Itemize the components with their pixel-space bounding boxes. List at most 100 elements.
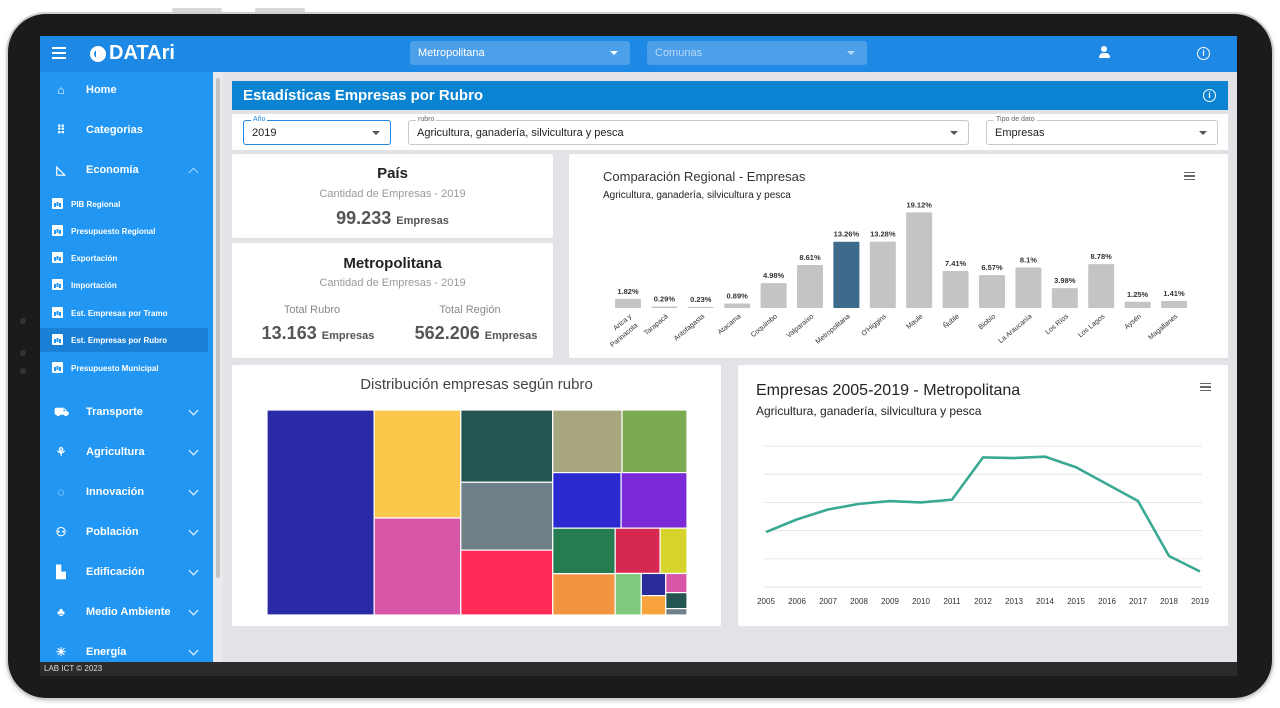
treemap-cell[interactable] — [373, 517, 462, 616]
region-total-value: 562.206 Empresas — [396, 323, 556, 344]
sidebar-item-poblacion[interactable]: ⚇ Población — [40, 514, 213, 550]
data-type-select-value: Empresas — [995, 127, 1045, 139]
region-total-unit: Empresas — [484, 330, 538, 342]
treemap-cell[interactable] — [552, 472, 622, 529]
bar-chart-subtitle: Agricultura, ganadería, silvicultura y p… — [603, 190, 791, 201]
x-tick-label: 2017 — [1129, 597, 1147, 606]
bar[interactable] — [833, 241, 860, 308]
x-tick-label: Coquimbo — [750, 313, 779, 339]
rubro-total-number: 13.163 — [261, 323, 317, 343]
sidebar-subitem-label: Presupuesto Municipal — [71, 364, 159, 373]
bar-data-label: 0.29% — [654, 295, 676, 304]
series-line[interactable] — [765, 455, 1201, 573]
treemap-cell[interactable] — [659, 527, 688, 575]
treemap-cell[interactable] — [665, 608, 688, 616]
people-icon: ⚇ — [55, 525, 67, 539]
rubro-select-value: Agricultura, ganadería, silvicultura y p… — [417, 127, 624, 139]
menu-icon[interactable] — [52, 47, 66, 59]
chevron-down-icon — [188, 485, 199, 496]
sidebar-item-medio-ambiente[interactable]: ♣ Medio Ambiente — [40, 594, 213, 630]
bar[interactable] — [687, 306, 714, 308]
region-select[interactable]: Metropolitana — [410, 41, 630, 65]
logo[interactable]: DATAri — [90, 42, 175, 65]
sidebar-subitem-pib-regional[interactable]: PIB Regional — [40, 192, 213, 216]
bar-chart-icon — [52, 334, 63, 345]
bar-chart-title: Comparación Regional - Empresas — [603, 169, 806, 184]
x-tick-label: Maule — [905, 313, 924, 331]
bar-data-label: 13.28% — [870, 230, 896, 239]
bar[interactable] — [942, 270, 969, 308]
sidebar-item-economia[interactable]: ◺ Economía — [40, 152, 213, 188]
sidebar-item-categorias[interactable]: ⠿ Categorias — [40, 112, 213, 148]
sidebar-subitem-empresas-rubro[interactable]: Est. Empresas por Rubro — [40, 328, 208, 352]
user-icon[interactable] — [1098, 46, 1110, 60]
line-chart-card: Empresas 2005-2019 - Metropolitana Agric… — [738, 365, 1228, 626]
sidebar-item-edificacion[interactable]: ▙ Edificación — [40, 554, 213, 590]
treemap-cell[interactable] — [614, 527, 661, 575]
bar[interactable] — [615, 298, 641, 308]
bar[interactable] — [1124, 301, 1151, 308]
x-tick-label: 2012 — [974, 597, 992, 606]
year-select-value: 2019 — [252, 127, 277, 139]
x-tick-label: 2007 — [819, 597, 837, 606]
page-title-bar: Estadísticas Empresas por Rubro i — [232, 81, 1228, 110]
tablet-sensor — [20, 350, 26, 356]
treemap-cell[interactable] — [460, 409, 554, 483]
sidebar-item-innovacion[interactable]: ◌ Innovación — [40, 474, 213, 510]
rubro-select-label: rubro — [416, 116, 437, 123]
data-type-select[interactable]: Tipo de dato Empresas — [986, 116, 1218, 145]
rubro-select[interactable]: rubro Agricultura, ganadería, silvicultu… — [408, 116, 969, 145]
treemap-cell[interactable] — [266, 409, 375, 616]
bar[interactable] — [760, 283, 787, 308]
sidebar-subitem-label: Est. Empresas por Tramo — [71, 309, 168, 318]
bar[interactable] — [797, 264, 823, 308]
bar[interactable] — [1161, 300, 1187, 308]
treemap-cell[interactable] — [552, 527, 616, 575]
sidebar-item-transporte[interactable]: ⛟ Transporte — [40, 394, 213, 430]
x-tick-label: 2011 — [943, 597, 961, 606]
info-icon[interactable]: i — [1197, 47, 1210, 60]
sidebar-item-energia[interactable]: ☀ Energía — [40, 634, 213, 662]
region-kpi-card: Metropolitana Cantidad de Empresas - 201… — [232, 243, 553, 358]
sidebar-subitem-presupuesto-municipal[interactable]: Presupuesto Municipal — [40, 356, 213, 380]
treemap-cell[interactable] — [665, 572, 688, 594]
info-icon[interactable]: i — [1203, 89, 1216, 102]
sidebar-subitem-importacion[interactable]: Importación — [40, 273, 213, 297]
treemap-cell[interactable] — [552, 409, 623, 474]
treemap-card: Distribución empresas según rubro — [232, 365, 721, 626]
treemap-cell[interactable] — [620, 472, 688, 529]
treemap-cell[interactable] — [460, 549, 554, 616]
sidebar-subitem-empresas-tramo[interactable]: Est. Empresas por Tramo — [40, 301, 213, 325]
sidebar-subitem-presupuesto-regional[interactable]: Presupuesto Regional — [40, 219, 213, 243]
treemap-cell[interactable] — [640, 572, 667, 597]
sidebar-item-agricultura[interactable]: ⚘ Agricultura — [40, 434, 213, 470]
treemap-cell[interactable] — [614, 572, 642, 616]
bar[interactable] — [1051, 288, 1078, 308]
comunas-select[interactable]: Comunas — [647, 41, 867, 65]
bar[interactable] — [724, 303, 751, 308]
chart-icon: ◺ — [56, 163, 66, 177]
sidebar: ⌂ Home ⠿ Categorias ◺ Economía PIB Regional… — [40, 72, 213, 662]
bar[interactable] — [1088, 264, 1115, 308]
sidebar-scrollbar[interactable] — [216, 78, 220, 578]
treemap-cell[interactable] — [373, 409, 462, 519]
chart-menu-icon[interactable] — [1184, 172, 1195, 180]
bar[interactable] — [906, 212, 933, 308]
treemap-cell[interactable] — [460, 481, 554, 551]
sidebar-subitem-label: Importación — [71, 281, 117, 290]
year-select[interactable]: Año 2019 — [243, 116, 391, 145]
treemap-cell[interactable] — [552, 573, 616, 616]
treemap-cell[interactable] — [640, 595, 667, 616]
tablet-volume-button — [255, 8, 305, 12]
bar[interactable] — [979, 275, 1005, 308]
sidebar-subitem-exportacion[interactable]: Exportación — [40, 246, 213, 270]
chart-menu-icon[interactable] — [1200, 383, 1211, 391]
bar-data-label: 0.23% — [690, 295, 712, 304]
treemap-cell[interactable] — [665, 592, 688, 610]
bar[interactable] — [869, 241, 896, 308]
bar[interactable] — [651, 306, 678, 308]
bar[interactable] — [1015, 267, 1042, 309]
treemap-cell[interactable] — [621, 409, 688, 474]
chevron-down-icon — [188, 405, 199, 416]
sidebar-item-home[interactable]: ⌂ Home — [40, 72, 213, 108]
